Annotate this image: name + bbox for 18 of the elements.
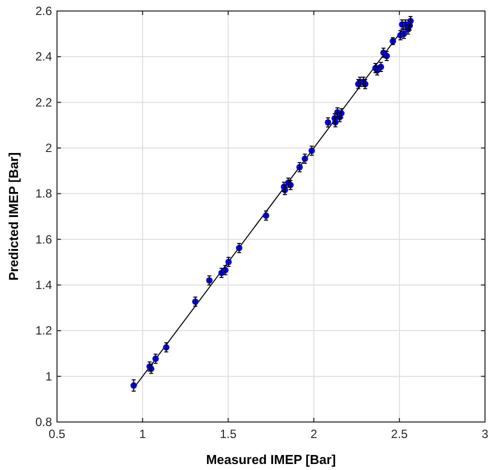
y-tick-label: 1.2 (35, 324, 52, 338)
y-tick-label: 1.8 (35, 186, 52, 201)
y-tick-label: 2.6 (35, 4, 52, 18)
y-tick-label: 1.4 (35, 278, 52, 292)
x-tick-label: 1.5 (220, 427, 237, 441)
y-tick-label: 0.8 (35, 415, 52, 429)
y-tick-label: 1.6 (35, 232, 52, 246)
y-tick-label: 2 (45, 141, 52, 155)
x-tick-label: 2.5 (391, 427, 408, 441)
x-tick-label: 3 (482, 427, 489, 441)
x-tick-label: 0.5 (48, 427, 66, 441)
y-tick-label: 1 (45, 369, 52, 384)
y-axis-title: Predicted IMEP [Bar] (6, 152, 21, 281)
x-axis-title: Measured IMEP [Bar] (206, 452, 336, 467)
x-tick-label: 1 (139, 427, 146, 441)
x-tick-label: 2 (310, 427, 318, 441)
y-tick-label: 2.2 (35, 95, 52, 110)
y-tick-label: 2.4 (35, 50, 52, 64)
